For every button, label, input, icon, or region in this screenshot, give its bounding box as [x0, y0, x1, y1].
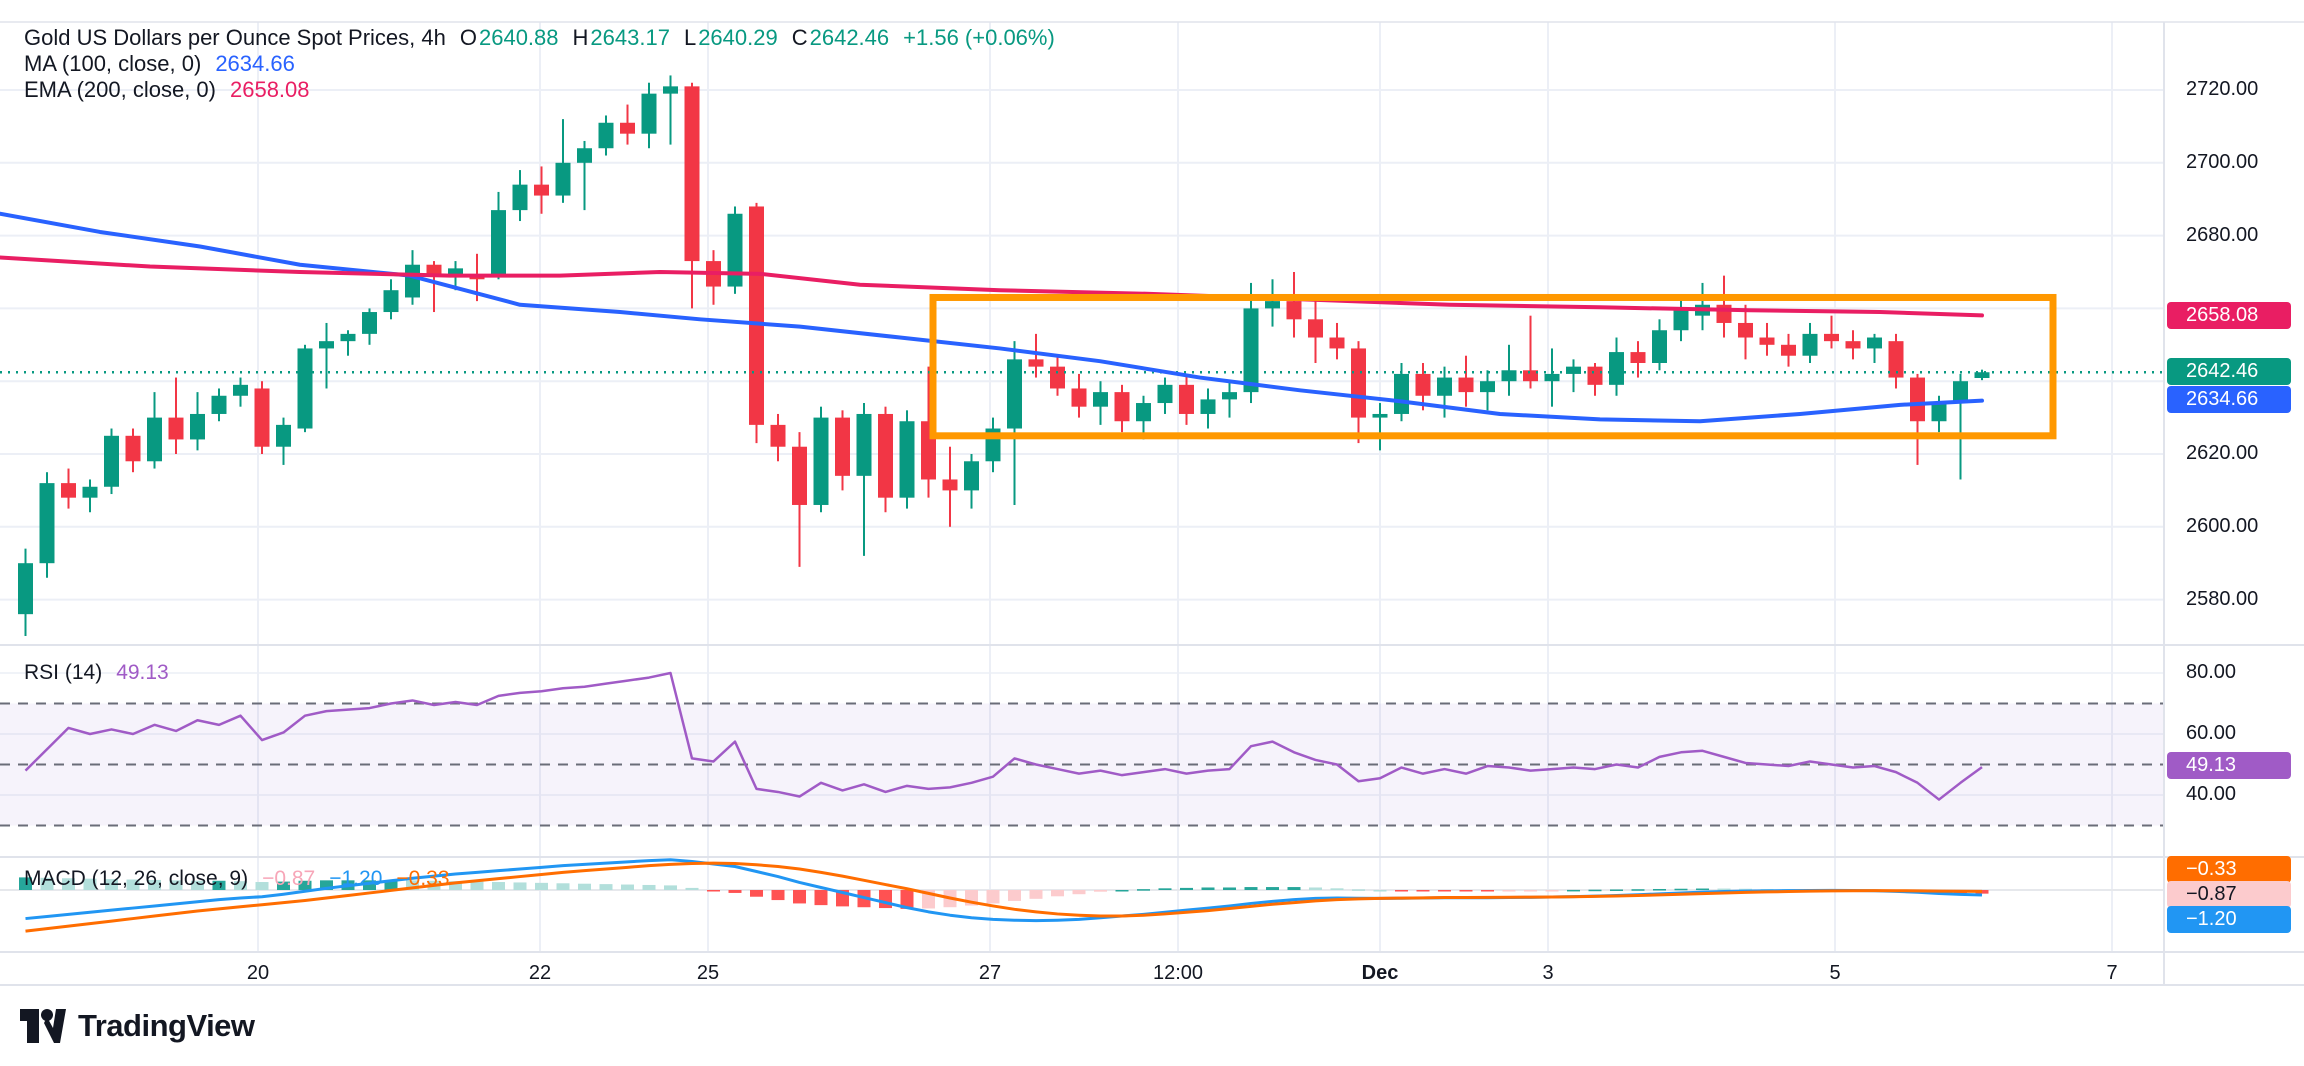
rsi-tick-label: 40.00: [2186, 783, 2237, 805]
time-tick-label: 7: [2106, 962, 2118, 984]
price-tick-label: 2700.00: [2186, 150, 2259, 173]
ohlc-high: H 2643.17: [572, 25, 670, 50]
time-tick-label: 3: [1542, 962, 1554, 984]
price-tick-label: 2580.00: [2186, 587, 2259, 610]
ma-value: 2634.66: [215, 51, 295, 76]
symbol-title: Gold US Dollars per Ounce Spot Prices, 4…: [24, 25, 446, 50]
rsi-value: 49.13: [116, 661, 169, 684]
ema-price-badge: 2658.08: [2167, 301, 2291, 329]
macd-line-value: −1.20: [329, 867, 383, 890]
rsi-indicator-row[interactable]: RSI (14) 49.13: [24, 660, 169, 686]
macd-signal-value: −0.33: [396, 867, 450, 890]
ohlc-close: C 2642.46: [791, 25, 890, 50]
price-tick-label: 2600.00: [2186, 514, 2259, 537]
tradingview-logo-icon: [20, 1009, 66, 1043]
ma-price-badge: 2634.66: [2167, 385, 2291, 413]
ohlc-open: O 2640.88: [459, 25, 559, 50]
time-tick-label: 5: [1829, 962, 1841, 984]
rsi-value-badge: 49.13: [2167, 751, 2291, 779]
macd-signal-badge: −0.33: [2167, 855, 2291, 883]
macd-hist-value: −0.87: [262, 867, 316, 890]
price-tick-label: 2620.00: [2186, 442, 2259, 464]
ma-label: MA (100, close, 0): [24, 51, 202, 76]
ema-label: EMA (200, close, 0): [24, 77, 216, 102]
macd-signal-line: [25, 861, 1983, 933]
tradingview-logo[interactable]: TradingView: [20, 1008, 255, 1044]
rsi-label: RSI (14): [24, 661, 103, 684]
macd-line-badge: −1.20: [2167, 905, 2291, 933]
ma100-line: [0, 211, 1984, 424]
candles-layer[interactable]: [18, 75, 1990, 636]
rsi-tick-label: 60.00: [2186, 722, 2237, 744]
macd-hist-badge: −0.87: [2167, 880, 2291, 908]
symbol-status-row[interactable]: Gold US Dollars per Ounce Spot Prices, 4…: [24, 25, 1055, 51]
ohlc-low: L 2640.29: [683, 25, 778, 50]
rsi-tick-label: 80.00: [2186, 661, 2237, 683]
ema-value: 2658.08: [229, 77, 310, 102]
ema200-line: [0, 255, 1984, 318]
macd-label: MACD (12, 26, close, 9): [24, 867, 249, 890]
price-tick-label: 2680.00: [2186, 223, 2259, 246]
ma-indicator-row[interactable]: MA (100, close, 0) 2634.66: [24, 51, 295, 77]
tradingview-logo-text: TradingView: [78, 1008, 255, 1043]
range-annotation-box[interactable]: [929, 293, 2057, 440]
price-tick-label: 2720.00: [2186, 78, 2259, 100]
rsi-line: [24, 671, 1983, 801]
time-tick-label: 27: [978, 962, 1002, 984]
time-tick-label: 22: [528, 962, 552, 984]
macd-indicator-row[interactable]: MACD (12, 26, close, 9) −0.87 −1.20 −0.3…: [24, 866, 450, 892]
last-price-badge: 2642.46: [2167, 357, 2291, 385]
time-tick-label: 12:00: [1152, 962, 1204, 984]
ema-indicator-row[interactable]: EMA (200, close, 0) 2658.08: [24, 77, 310, 103]
price-change: +1.56 (+0.06%): [903, 25, 1055, 50]
time-tick-label: 25: [696, 962, 720, 984]
time-tick-label: Dec: [1361, 962, 1399, 984]
time-tick-label: 20: [246, 962, 270, 984]
